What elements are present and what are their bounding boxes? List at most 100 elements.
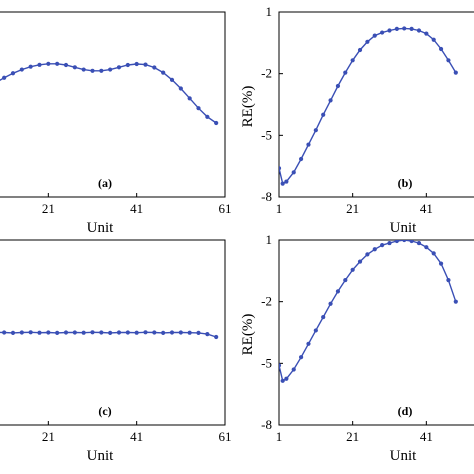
data-point xyxy=(214,120,219,126)
data-point xyxy=(169,330,175,335)
data-point xyxy=(279,363,282,368)
x-tick-label: 61 xyxy=(219,429,232,444)
data-point xyxy=(55,330,60,336)
data-point xyxy=(380,30,385,35)
data-point xyxy=(321,314,326,320)
data-point xyxy=(178,330,183,335)
data-point xyxy=(108,67,113,72)
data-point xyxy=(306,142,311,147)
data-point xyxy=(387,28,392,33)
data-point xyxy=(37,330,42,335)
data-point xyxy=(205,332,210,337)
data-point xyxy=(37,62,42,67)
axes-frame xyxy=(0,11,226,198)
x-tick-label: 21 xyxy=(42,429,55,444)
data-point xyxy=(306,341,311,346)
data-point xyxy=(453,70,458,75)
data-point xyxy=(46,61,51,66)
data-point xyxy=(90,330,95,335)
data-point xyxy=(125,62,130,68)
data-point xyxy=(152,65,157,70)
data-point xyxy=(350,267,355,272)
data-point xyxy=(72,330,77,335)
data-point xyxy=(187,96,192,101)
y-tick-label: -2 xyxy=(261,294,272,309)
data-point xyxy=(169,77,175,82)
series-0 xyxy=(0,330,219,340)
data-point xyxy=(10,71,16,76)
data-point xyxy=(372,247,377,252)
x-tick-label: 21 xyxy=(346,429,359,444)
data-point xyxy=(81,330,86,335)
x-axis-title: Unit xyxy=(87,448,115,464)
data-point xyxy=(116,330,122,335)
panel-d: 1 21 41 1 -2 -5 -8 Unit RE(%) (d) xyxy=(240,232,474,464)
data-point xyxy=(394,26,399,31)
data-point xyxy=(416,28,422,33)
data-point xyxy=(343,277,348,283)
data-point xyxy=(284,179,289,184)
data-point xyxy=(116,65,122,70)
panel-label: (a) xyxy=(98,176,112,190)
x-axis-title: Unit xyxy=(390,220,418,236)
data-point xyxy=(424,31,429,36)
data-point xyxy=(380,243,385,248)
series-0 xyxy=(279,26,458,186)
data-point xyxy=(90,68,95,73)
x-tick-label: 41 xyxy=(130,201,143,216)
data-point xyxy=(161,330,166,336)
data-point xyxy=(28,330,33,335)
x-axis-title: Unit xyxy=(390,448,418,464)
data-point xyxy=(19,67,24,72)
data-point xyxy=(299,156,304,162)
data-point xyxy=(394,240,399,244)
series-line xyxy=(0,63,217,124)
y-tick-label: -2 xyxy=(261,66,272,81)
axes-frame xyxy=(278,239,474,426)
data-point xyxy=(143,330,148,335)
panel-label: (d) xyxy=(398,404,413,418)
data-point xyxy=(161,70,166,75)
data-point xyxy=(328,301,333,306)
data-point xyxy=(409,240,414,244)
data-point xyxy=(99,330,104,335)
panel-label: (b) xyxy=(398,176,413,190)
data-point xyxy=(365,252,370,257)
data-point xyxy=(387,240,392,246)
data-point xyxy=(409,26,414,31)
data-point xyxy=(63,62,69,68)
data-point xyxy=(402,26,407,31)
data-point xyxy=(2,330,7,335)
data-point xyxy=(280,378,285,383)
x-axis-title: Unit xyxy=(87,220,115,236)
data-point xyxy=(196,330,201,336)
data-point xyxy=(280,181,285,186)
y-tick-label: 1 xyxy=(266,4,273,19)
data-point xyxy=(431,37,436,42)
y-tick-label: -8 xyxy=(261,189,272,204)
axes-frame xyxy=(0,239,226,426)
data-point xyxy=(313,128,318,133)
data-point xyxy=(28,64,33,69)
data-point xyxy=(72,65,77,70)
x-tick-label: 41 xyxy=(420,429,433,444)
data-point xyxy=(350,58,355,63)
data-point xyxy=(402,240,407,243)
series-line xyxy=(279,240,457,382)
data-point xyxy=(313,328,318,333)
data-point xyxy=(143,62,148,67)
data-point xyxy=(99,68,104,73)
data-point xyxy=(10,330,16,336)
data-point xyxy=(108,330,113,336)
series-0 xyxy=(0,61,219,126)
data-point xyxy=(2,75,7,80)
x-tick-label: 61 xyxy=(219,201,232,216)
data-point xyxy=(453,299,458,304)
data-point xyxy=(357,259,363,264)
data-point xyxy=(205,114,210,119)
y-tick-label: -8 xyxy=(261,417,272,432)
data-point xyxy=(214,334,219,340)
data-point xyxy=(335,83,341,89)
panel-c: 21 41 61 Unit (c) xyxy=(0,239,232,464)
